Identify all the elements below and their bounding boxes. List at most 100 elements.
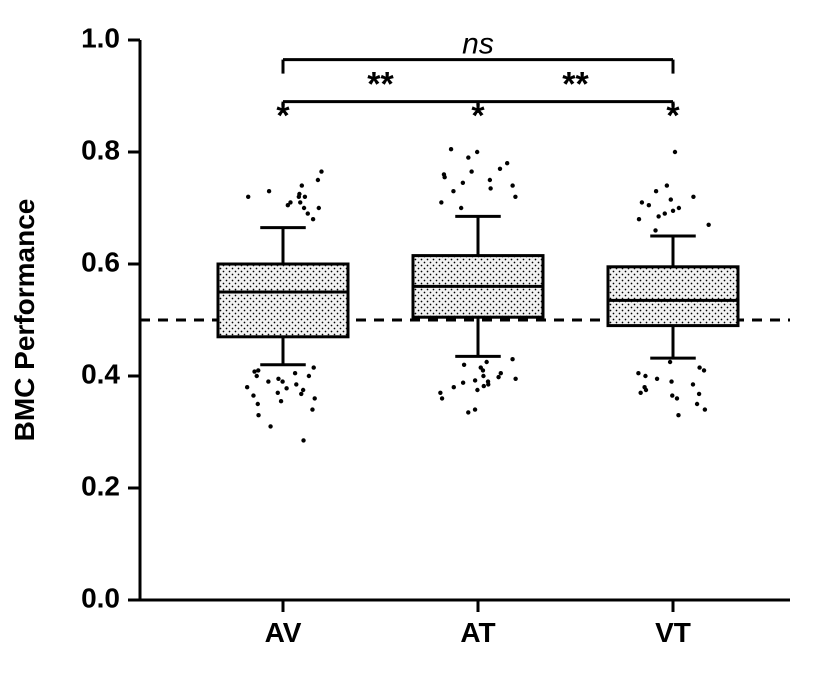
sig-label: ** xyxy=(367,66,394,104)
outlier-point xyxy=(307,374,311,378)
outlier-point xyxy=(505,161,509,165)
outlier-point xyxy=(671,209,675,213)
outlier-point xyxy=(311,217,315,221)
outlier-point xyxy=(670,393,674,397)
outlier-point xyxy=(697,365,701,369)
outlier-point xyxy=(288,200,292,204)
outlier-point xyxy=(469,169,473,173)
outlier-point xyxy=(251,393,255,397)
outlier-point xyxy=(298,200,302,204)
outlier-point xyxy=(510,183,514,187)
outlier-point xyxy=(252,369,256,373)
outlier-point xyxy=(486,382,490,386)
outlier-point xyxy=(482,384,486,388)
outlier-point xyxy=(488,178,492,182)
y-axis-label: BMC Performance xyxy=(9,199,40,442)
outlier-point xyxy=(488,186,492,190)
sig-label: ns xyxy=(462,28,494,61)
outlier-point xyxy=(475,388,479,392)
outlier-point xyxy=(449,147,453,151)
outlier-point xyxy=(703,407,707,411)
ytick-label: 0.2 xyxy=(81,470,120,501)
outlier-point xyxy=(246,195,250,199)
outlier-point xyxy=(702,368,706,372)
outlier-point xyxy=(656,214,660,218)
outlier-point xyxy=(461,181,465,185)
xtick-label: VT xyxy=(655,617,691,648)
outlier-point xyxy=(301,438,305,442)
outlier-point xyxy=(256,402,260,406)
outlier-point xyxy=(665,183,669,187)
outlier-point xyxy=(316,178,320,182)
outlier-point xyxy=(466,410,470,414)
outlier-point xyxy=(643,374,647,378)
box xyxy=(608,267,738,326)
outlier-point xyxy=(663,211,667,215)
outlier-point xyxy=(440,396,444,400)
outlier-point xyxy=(459,206,463,210)
box xyxy=(218,264,348,337)
outlier-point xyxy=(675,396,679,400)
outlier-point xyxy=(498,167,502,171)
outlier-point xyxy=(484,360,488,364)
outlier-point xyxy=(284,386,288,390)
outlier-point xyxy=(279,399,283,403)
boxplot-chart: 0.00.20.40.60.81.0BMC PerformanceAVATVT*… xyxy=(0,0,838,683)
outlier-point xyxy=(644,388,648,392)
outlier-point xyxy=(499,371,503,375)
outlier-point xyxy=(654,189,658,193)
xtick-label: AT xyxy=(460,617,495,648)
outlier-point xyxy=(280,379,284,383)
outlier-point xyxy=(669,197,673,201)
outlier-point xyxy=(496,375,500,379)
ytick-label: 0.4 xyxy=(81,358,120,389)
outlier-point xyxy=(452,385,456,389)
outlier-point xyxy=(300,183,304,187)
outlier-point xyxy=(302,206,306,210)
outlier-point xyxy=(677,206,681,210)
outlier-point xyxy=(668,360,672,364)
outlier-point xyxy=(310,407,314,411)
sig-label: ** xyxy=(562,66,589,104)
outlier-point xyxy=(294,382,298,386)
outlier-point xyxy=(319,169,323,173)
outlier-point xyxy=(276,391,280,395)
outlier-point xyxy=(442,172,446,176)
outlier-point xyxy=(306,211,310,215)
outlier-point xyxy=(647,203,651,207)
outlier-point xyxy=(313,396,317,400)
outlier-point xyxy=(513,195,517,199)
outlier-point xyxy=(297,192,301,196)
xtick-label: AV xyxy=(265,617,302,648)
outlier-point xyxy=(510,357,514,361)
ytick-label: 0.6 xyxy=(81,246,120,277)
outlier-point xyxy=(655,377,659,381)
outlier-point xyxy=(462,363,466,367)
outlier-point xyxy=(451,189,455,193)
outlier-point xyxy=(513,377,517,381)
outlier-point xyxy=(695,402,699,406)
outlier-point xyxy=(299,392,303,396)
outlier-point xyxy=(669,379,673,383)
ytick-label: 0.8 xyxy=(81,134,120,165)
outlier-point xyxy=(268,424,272,428)
outlier-point xyxy=(466,155,470,159)
outlier-point xyxy=(439,200,443,204)
outlier-point xyxy=(276,377,280,381)
outlier-point xyxy=(481,374,485,378)
outlier-point xyxy=(473,407,477,411)
outlier-point xyxy=(638,391,642,395)
outlier-point xyxy=(481,368,485,372)
outlier-point xyxy=(303,195,307,199)
outlier-point xyxy=(691,195,695,199)
outlier-point xyxy=(245,385,249,389)
outlier-point xyxy=(301,388,305,392)
outlier-point xyxy=(473,378,477,382)
ytick-label: 0.0 xyxy=(81,582,120,613)
outlier-point xyxy=(317,206,321,210)
outlier-point xyxy=(312,365,316,369)
outlier-point xyxy=(266,379,270,383)
outlier-point xyxy=(256,413,260,417)
outlier-point xyxy=(438,391,442,395)
outlier-point xyxy=(475,150,479,154)
